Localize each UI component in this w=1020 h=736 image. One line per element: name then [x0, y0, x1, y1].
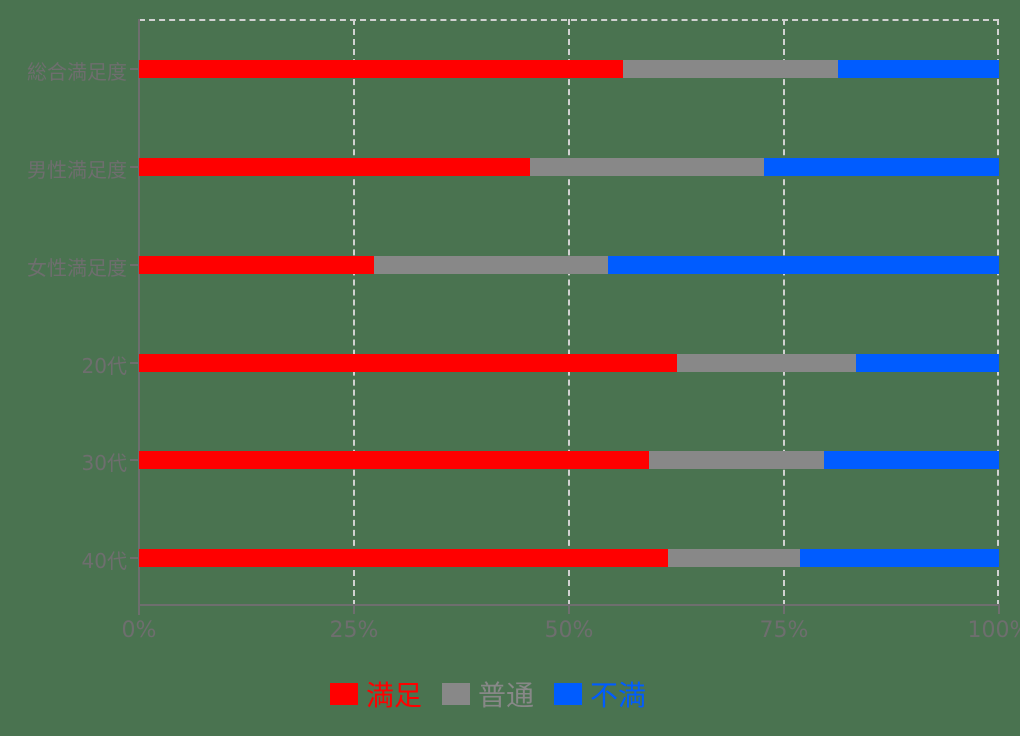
bar-segment: [139, 256, 374, 274]
x-tick: [783, 604, 785, 614]
stacked-bar: [139, 354, 999, 372]
y-category-label: 男性満足度: [27, 158, 127, 182]
y-tick: [130, 166, 139, 168]
bar-segment: [530, 158, 765, 176]
y-category-label: 30代: [81, 451, 127, 475]
legend-label: 普通: [478, 679, 535, 712]
legend-item: 満足: [330, 674, 422, 714]
legend: 満足 普通 不満: [330, 674, 666, 714]
y-category-label: 女性満足度: [27, 256, 127, 280]
bar-segment: [139, 549, 668, 567]
y-tick: [130, 557, 139, 559]
bar-segment: [139, 354, 678, 372]
bar-segment: [139, 451, 649, 469]
bar-segment: [667, 549, 801, 567]
bar-segment: [764, 158, 999, 176]
y-category-label: 40代: [81, 549, 127, 573]
bar-segment: [139, 158, 531, 176]
legend-swatch: [442, 683, 471, 705]
y-category-label: 20代: [81, 354, 127, 378]
bar-segment: [139, 60, 624, 78]
bar-segment: [648, 451, 825, 469]
x-tick-label: 0%: [121, 618, 157, 643]
x-tick-label: 75%: [759, 618, 809, 643]
stacked-bar: [139, 60, 999, 78]
y-tick: [130, 68, 139, 70]
bar-segment: [607, 256, 999, 274]
legend-label: 満足: [366, 679, 423, 712]
legend-swatch: [330, 683, 358, 705]
x-tick-label: 25%: [329, 618, 379, 643]
bar-segment: [373, 256, 608, 274]
y-tick: [130, 362, 139, 364]
stacked-bar: [139, 451, 999, 469]
bar-segment: [623, 60, 839, 78]
x-tick: [568, 604, 570, 614]
x-tick: [998, 604, 1000, 614]
x-tick: [353, 604, 355, 614]
x-gridline: [783, 19, 785, 606]
x-tick: [138, 604, 140, 614]
y-tick: [130, 264, 139, 266]
x-tick-label: 50%: [544, 618, 594, 643]
x-gridline: [353, 19, 355, 606]
y-category-label: 総合満足度: [27, 60, 127, 84]
legend-swatch: [554, 683, 583, 705]
y-axis: [138, 19, 140, 615]
y-tick: [130, 459, 139, 461]
bar-segment: [856, 354, 999, 372]
legend-label: 不満: [590, 679, 647, 712]
x-gridline: [568, 19, 570, 606]
stacked-bar: [139, 158, 999, 176]
stacked-bar: [139, 256, 999, 274]
bar-segment: [824, 451, 999, 469]
x-tick-label: 100%: [967, 618, 1020, 643]
legend-item: 普通: [442, 674, 534, 714]
bar-segment: [800, 549, 999, 567]
legend-item: 不満: [554, 674, 646, 714]
bar-segment: [677, 354, 857, 372]
bar-segment: [838, 60, 999, 78]
stacked-bar: [139, 549, 999, 567]
